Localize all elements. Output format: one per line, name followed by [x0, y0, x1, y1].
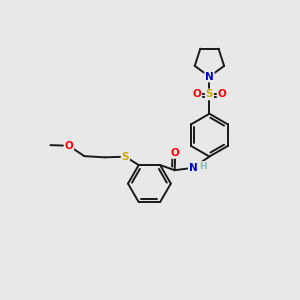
Text: S: S — [122, 152, 129, 162]
Text: O: O — [218, 89, 226, 99]
Text: N: N — [205, 72, 214, 82]
Text: S: S — [206, 89, 213, 99]
Text: O: O — [193, 89, 201, 99]
Text: O: O — [171, 148, 180, 158]
Text: H: H — [199, 162, 206, 171]
Text: N: N — [189, 163, 197, 173]
Text: O: O — [64, 141, 73, 151]
